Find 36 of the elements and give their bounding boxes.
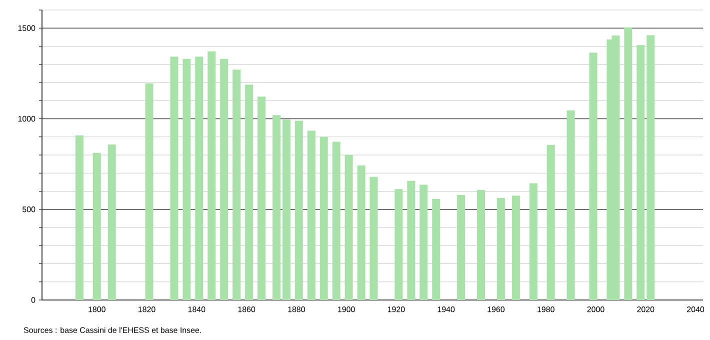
bar (220, 58, 228, 300)
bar (258, 96, 266, 300)
bar (282, 119, 290, 300)
bar (646, 35, 655, 300)
bar (92, 152, 101, 300)
bar (370, 176, 378, 300)
bar (636, 45, 645, 300)
bar (245, 84, 254, 300)
bar (420, 184, 428, 300)
bar (512, 196, 520, 300)
bar (232, 70, 241, 300)
bar (170, 56, 178, 300)
bar (457, 195, 466, 300)
bar (294, 120, 303, 300)
bar (145, 83, 154, 300)
bar (108, 144, 116, 300)
bar (272, 115, 280, 300)
bar (477, 190, 486, 300)
bar (307, 130, 316, 300)
bar (407, 180, 416, 300)
bar (344, 154, 353, 300)
bar (332, 142, 340, 300)
bar (182, 58, 191, 300)
bar (529, 183, 538, 300)
bar (566, 110, 575, 300)
bar (75, 135, 84, 300)
bar (432, 199, 440, 300)
bar (496, 198, 505, 300)
bar (357, 166, 366, 300)
bar (394, 189, 403, 300)
bar (546, 144, 555, 300)
bar (320, 136, 328, 300)
bar (624, 27, 632, 300)
bar (208, 51, 216, 300)
bar (195, 56, 204, 300)
bar (589, 52, 598, 300)
